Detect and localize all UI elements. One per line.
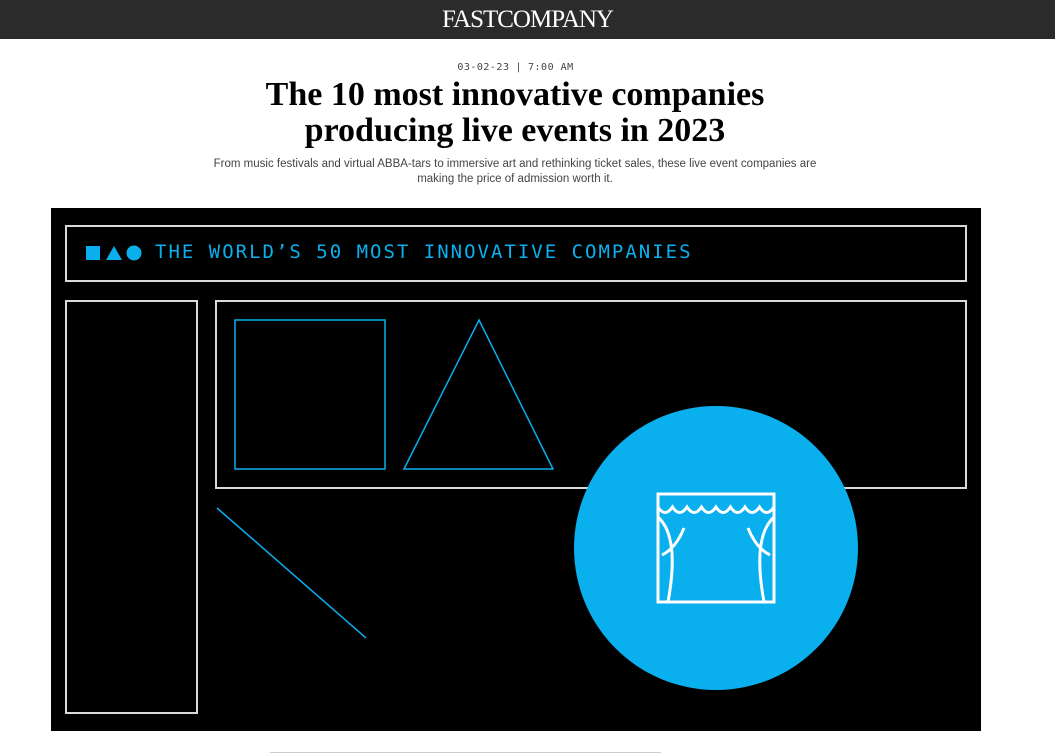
article-title: The 10 most innovative companies produci… — [265, 76, 765, 149]
publish-time: 7:00 AM — [528, 62, 574, 73]
square-icon — [86, 246, 100, 260]
banner-frame — [65, 225, 967, 282]
theater-curtain-icon — [656, 492, 776, 604]
article-dek: From music festivals and virtual ABBA-ta… — [213, 158, 817, 185]
badge-circle — [574, 406, 858, 690]
hero-image: THE WORLD’S 50 MOST INNOVATIVE COMPANIES — [51, 208, 981, 731]
diagonal-line — [216, 507, 367, 639]
hero-banner-text: THE WORLD’S 50 MOST INNOVATIVE COMPANIES — [155, 241, 693, 263]
triangle-icon — [106, 246, 122, 260]
fast-company-logo[interactable]: FastCompany — [441, 5, 614, 33]
outline-triangle-icon — [402, 318, 555, 470]
circle-icon — [126, 245, 142, 261]
outline-square-icon — [234, 319, 386, 470]
meta-separator: | — [515, 62, 523, 73]
content-divider — [270, 752, 661, 753]
top-navigation-bar: FastCompany — [0, 0, 1055, 39]
shapes-frame — [215, 300, 967, 489]
publish-date: 03-02-23 — [457, 62, 510, 73]
hero-illustration — [65, 225, 967, 714]
left-frame — [65, 300, 198, 714]
article-meta: 03-02-23 | 7:00 AM — [0, 62, 1031, 73]
